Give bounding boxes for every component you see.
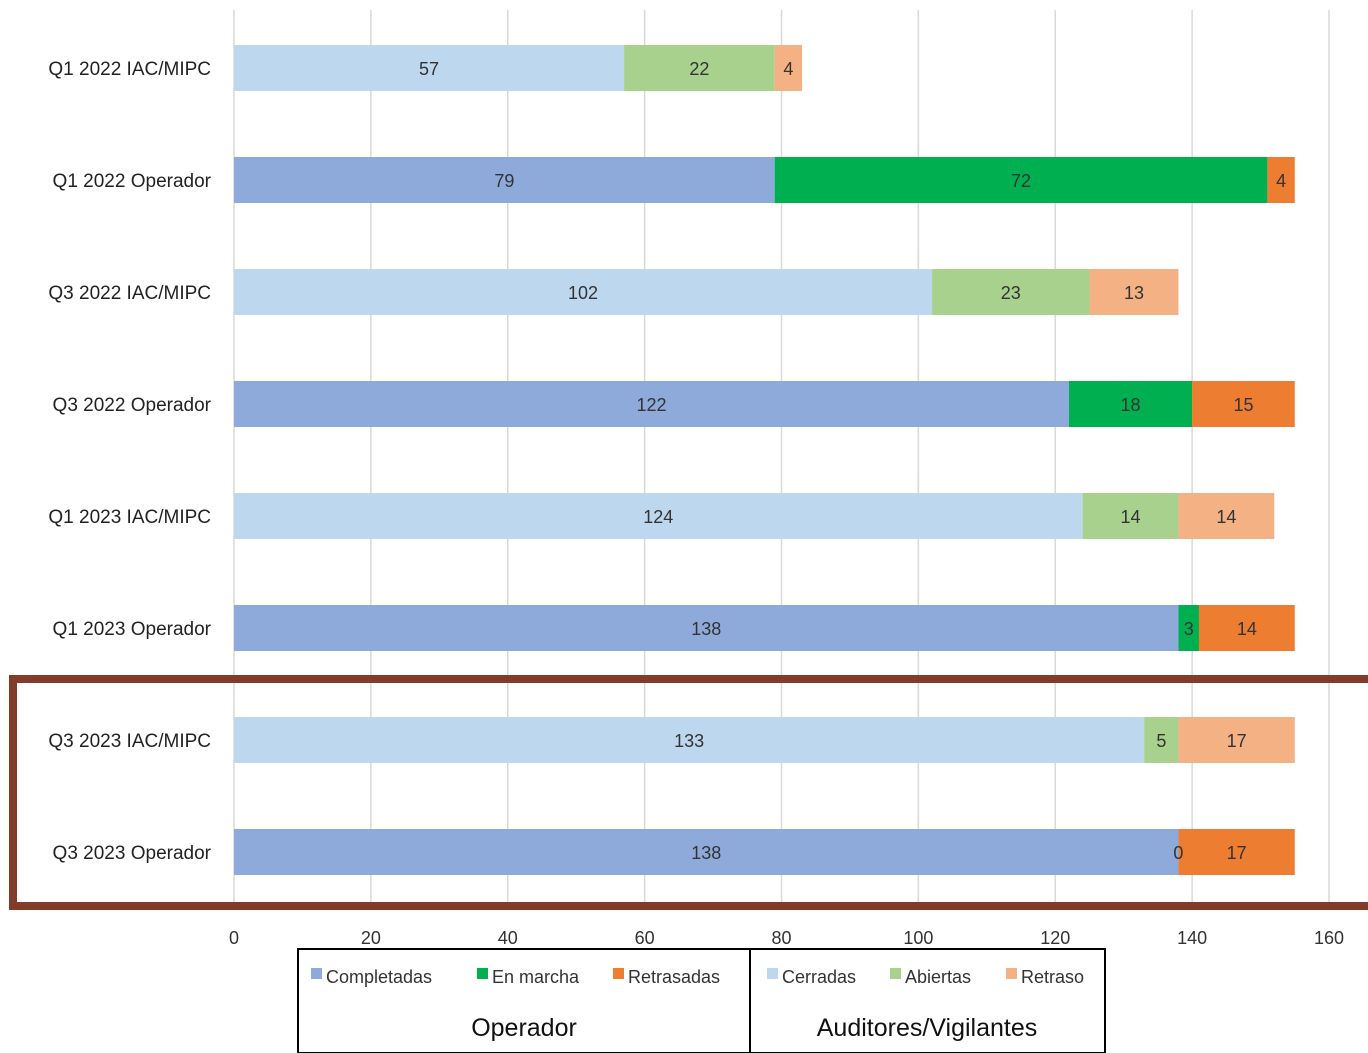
legend-label: En marcha (492, 967, 580, 987)
data-label: 18 (1121, 395, 1141, 415)
bar-segment (234, 45, 625, 91)
data-labels-layer: 57 22 4 79 72 4 102 23 13 122 18 15 124 14 14 138 3 14 133… (419, 59, 1286, 863)
x-tick-label: 60 (635, 928, 655, 948)
data-label: 0 (1173, 843, 1183, 863)
bar-segment (234, 717, 1145, 763)
bar-segment (234, 605, 1179, 651)
bar-segment (234, 829, 1179, 875)
data-label: 124 (643, 507, 673, 527)
data-label: 14 (1216, 507, 1236, 527)
bar-segment (774, 157, 1268, 203)
category-label: Q1 2023 Operador (53, 619, 212, 640)
data-label: 102 (568, 283, 598, 303)
highlight-box (9, 675, 1368, 910)
data-label: 22 (689, 59, 709, 79)
category-label: Q1 2022 IAC/MIPC (48, 59, 211, 80)
legend-label: Retraso (1021, 967, 1084, 987)
bars-layer (234, 45, 1295, 875)
x-tick-label: 100 (903, 928, 933, 948)
data-label: 4 (783, 59, 793, 79)
category-label: Q3 2023 IAC/MIPC (48, 731, 211, 752)
legend-label: Completadas (326, 967, 432, 987)
legend-label: Abiertas (905, 967, 971, 987)
bar-segment (932, 269, 1090, 315)
legend: Completadas En marcha Retrasadas Cerradas Ab… (297, 948, 1106, 1053)
data-label: 122 (636, 395, 666, 415)
x-tick-label: 140 (1177, 928, 1207, 948)
legend-box (297, 948, 1106, 1053)
x-tick-label: 40 (498, 928, 518, 948)
data-label: 14 (1237, 619, 1257, 639)
data-label: 138 (691, 843, 721, 863)
bar-segment (1198, 605, 1295, 651)
legend-swatch (613, 968, 624, 979)
x-tick-label: 80 (771, 928, 791, 948)
bar-segment (234, 269, 933, 315)
bar-segment (1178, 605, 1199, 651)
bar-segment (1089, 269, 1179, 315)
category-label: Q1 2022 Operador (53, 171, 212, 192)
category-label: Q3 2022 Operador (53, 395, 212, 416)
x-tick-label: 0 (229, 928, 239, 948)
legend-label: Retrasadas (628, 967, 720, 987)
data-label: 133 (674, 731, 704, 751)
data-label: 17 (1227, 731, 1247, 751)
legend-group-auditores: Auditores/Vigilantes (817, 1014, 1038, 1042)
data-label: 138 (691, 619, 721, 639)
data-label: 17 (1227, 843, 1247, 863)
x-axis-tick-labels: 0 20 40 60 80 100 120 140 160 (229, 928, 1344, 948)
bar-segment (1267, 157, 1295, 203)
category-label: Q1 2023 IAC/MIPC (48, 507, 211, 528)
legend-swatch (767, 968, 778, 979)
legend-group-operador: Operador (471, 1014, 577, 1042)
bar-segment (1178, 717, 1295, 763)
x-tick-label: 160 (1314, 928, 1344, 948)
data-label: 4 (1276, 171, 1286, 191)
data-label: 5 (1156, 731, 1166, 751)
data-label: 79 (494, 171, 514, 191)
data-label: 15 (1233, 395, 1253, 415)
grid-lines (233, 10, 1330, 905)
category-label: Q3 2022 IAC/MIPC (48, 283, 211, 304)
bar-segment (624, 45, 775, 91)
bar-segment (1068, 381, 1193, 427)
data-label: 3 (1184, 619, 1194, 639)
bar-segment (1192, 381, 1295, 427)
category-label: Q3 2023 Operador (53, 843, 212, 864)
bar-segment (1144, 717, 1179, 763)
bar-segment (1178, 493, 1275, 539)
bar-segment (774, 45, 803, 91)
bar-segment (1082, 493, 1179, 539)
data-label: 23 (1001, 283, 1021, 303)
legend-swatch (477, 968, 488, 979)
data-label: 72 (1011, 171, 1031, 191)
legend-items: Completadas En marcha Retrasadas Cerradas Ab… (311, 967, 1084, 987)
legend-swatch (1006, 968, 1017, 979)
category-labels: Q1 2022 IAC/MIPC Q1 2022 Operador Q3 2022 … (48, 59, 211, 864)
legend-swatch (890, 968, 901, 979)
data-label: 14 (1121, 507, 1141, 527)
legend-label: Cerradas (782, 967, 856, 987)
data-label: 13 (1124, 283, 1144, 303)
x-tick-label: 20 (361, 928, 381, 948)
bar-segment (234, 157, 775, 203)
data-label: 57 (419, 59, 439, 79)
bar-segment (1178, 829, 1295, 875)
bar-segment (234, 493, 1083, 539)
bar-segment (234, 381, 1069, 427)
legend-swatch (311, 968, 322, 979)
x-tick-label: 120 (1040, 928, 1070, 948)
